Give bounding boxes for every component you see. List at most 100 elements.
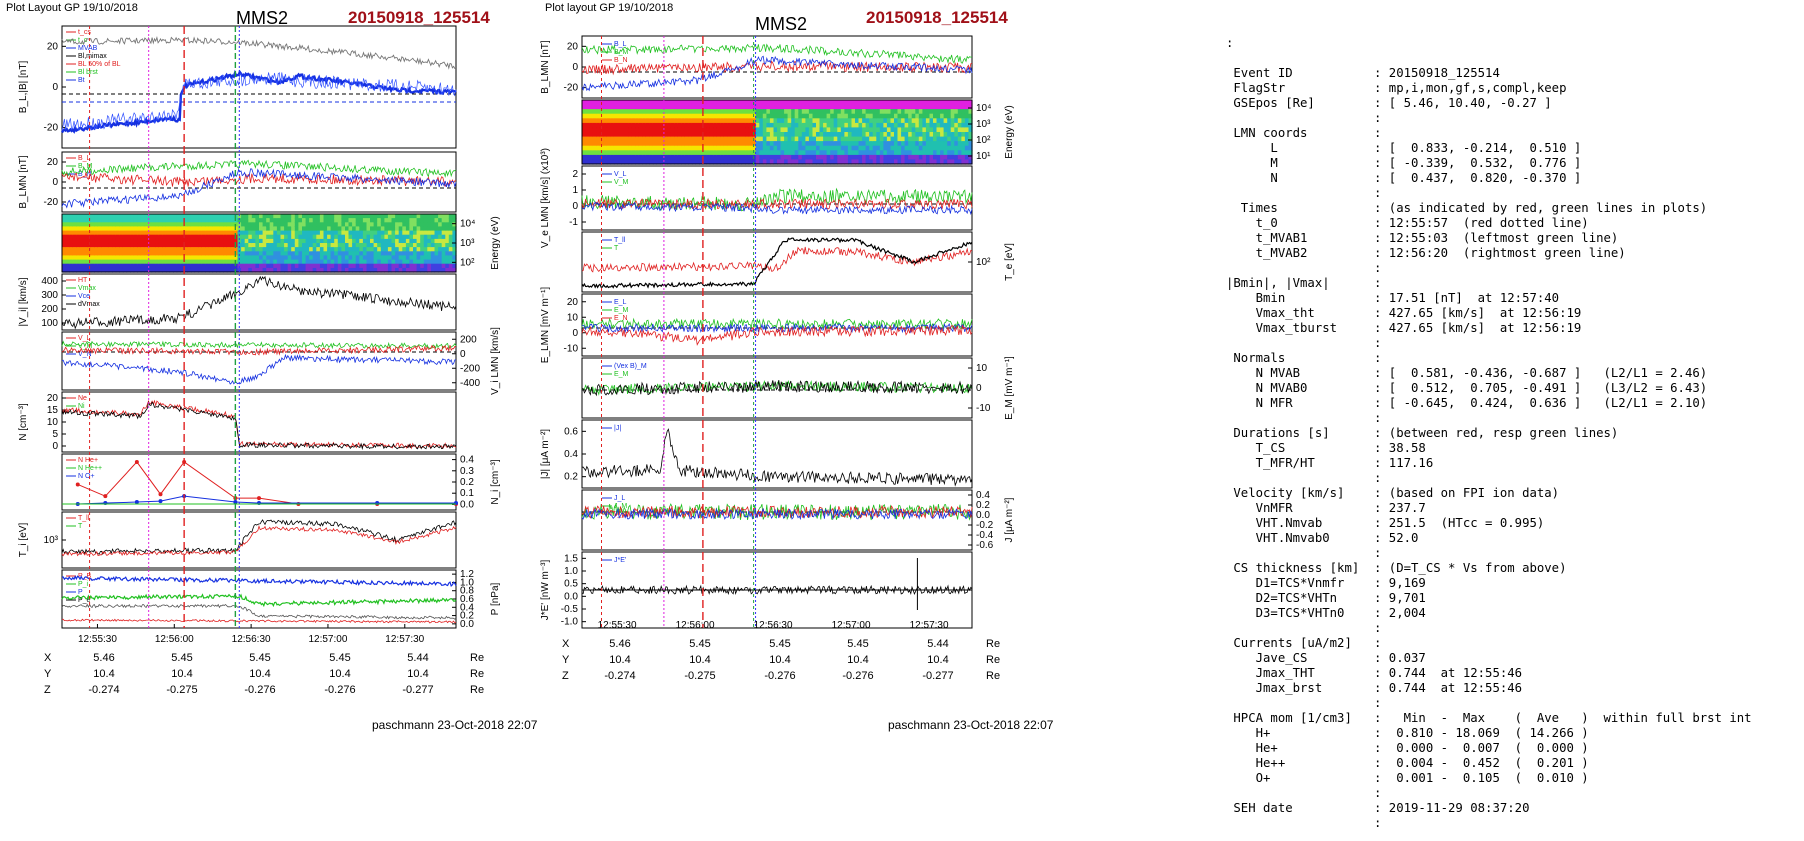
spectrogram-cell — [869, 127, 874, 133]
spectrogram-cell — [413, 214, 418, 219]
spectrogram-cell — [738, 150, 743, 156]
spectrogram-cell — [925, 154, 930, 161]
spectrogram-cell — [380, 247, 385, 252]
spectrogram-cell — [748, 113, 753, 119]
spectrogram-cell — [72, 222, 77, 227]
left-time-tick-label: 12:57:30 — [385, 634, 424, 645]
spectrogram-cell — [158, 214, 163, 219]
spectrogram-cell — [205, 243, 210, 248]
spectrogram-cell — [266, 251, 271, 256]
spectrogram-cell — [911, 113, 916, 119]
spectrogram-cell — [169, 230, 174, 236]
spectrogram-cell — [748, 136, 753, 142]
spectrogram-cell — [251, 243, 256, 248]
spectrogram-cell — [366, 238, 371, 244]
spectrogram-cell — [190, 218, 196, 223]
pi-trace — [61, 603, 457, 620]
spectrogram-cell — [87, 226, 92, 232]
spectrogram-cell — [183, 259, 188, 265]
spectrogram-cell — [638, 113, 643, 119]
mid-tick-label: 2 — [572, 169, 578, 180]
spectrogram-cell — [603, 118, 608, 124]
spectrogram-cell — [112, 234, 117, 240]
spectrogram-cell — [151, 255, 156, 261]
spectrogram-cell — [702, 132, 707, 138]
spectrogram-cell — [309, 263, 314, 269]
spectrogram-cell — [592, 136, 597, 142]
spectrogram-cell — [219, 218, 224, 223]
spectrogram-cell — [208, 255, 214, 261]
spectrogram-cell — [592, 104, 597, 110]
spectrogram-cell — [773, 104, 778, 110]
spectrogram-cell — [816, 109, 821, 115]
spectrogram-cell — [691, 113, 696, 119]
spectrogram-cell — [198, 234, 203, 240]
spectrogram-cell — [816, 100, 821, 106]
spectrogram-cell — [748, 122, 753, 129]
spectrogram-cell — [337, 230, 342, 236]
spectrogram-cell — [309, 238, 314, 244]
spectrogram-cell — [405, 222, 411, 227]
coord-cell: 10.4 — [609, 654, 631, 666]
spectrogram-cell — [723, 136, 728, 142]
spectrogram-cell — [936, 154, 941, 161]
spectrogram-cell — [723, 122, 728, 129]
summary-value: : 38.58 — [1374, 441, 1426, 455]
spectrogram-cell — [298, 214, 303, 219]
spectrogram-cell — [954, 154, 959, 161]
spectrogram-cell — [894, 132, 899, 138]
spectrogram-cell — [929, 122, 934, 129]
spectrogram-cell — [251, 267, 256, 273]
spectrogram-cell — [610, 141, 615, 147]
spectrogram-cell — [423, 255, 428, 261]
spectrogram-cell — [173, 255, 178, 261]
spectrogram-cell — [745, 118, 750, 124]
spectrogram-cell — [445, 251, 450, 256]
spectrogram-cell — [759, 141, 764, 147]
te-par-trace — [581, 246, 973, 273]
summary-row: HPCA mom [1/cm3]: Min - Max ( Ave ) with… — [1226, 711, 1751, 726]
spectrogram-cell — [752, 118, 757, 124]
spectrogram-cell — [305, 247, 310, 252]
spectrogram-cell — [269, 255, 274, 261]
spectrogram-cell — [855, 100, 860, 106]
spectrogram-cell — [90, 251, 95, 256]
spectrogram-cell — [108, 255, 113, 261]
spectrogram-cell — [943, 145, 948, 151]
spectrogram-cell — [402, 263, 407, 269]
spectrogram-cell — [894, 104, 899, 110]
spectrogram-cell — [330, 226, 335, 232]
summary-value: : (as indicated by red, green lines in p… — [1374, 201, 1708, 215]
spectrogram-cell — [642, 113, 647, 119]
spectrogram-cell — [198, 218, 203, 223]
spectrogram-cell — [377, 251, 382, 256]
mid-tick-label-right: -0.2 — [976, 520, 994, 531]
spectrogram-cell — [872, 109, 877, 115]
spectrogram-cell — [409, 259, 414, 265]
spectrogram-cell — [635, 132, 640, 138]
spectrogram-cell — [890, 145, 895, 151]
spectrogram-cell — [362, 238, 368, 244]
spectrogram-cell — [752, 100, 757, 106]
left-tick-label-right: -200 — [460, 363, 480, 374]
spectrogram-cell — [738, 100, 743, 106]
spectrogram-cell — [162, 243, 167, 248]
left-panel-frame — [61, 273, 457, 331]
spectrogram-cell — [642, 154, 647, 161]
spectrogram-cell — [416, 234, 421, 240]
left-tick-label-right: 0.8 — [460, 586, 474, 597]
spectrogram-cell — [130, 234, 135, 240]
spectrogram-cell — [373, 214, 378, 219]
spectrogram-cell — [151, 218, 156, 223]
spectrogram-cell — [316, 255, 321, 261]
spectrogram-cell — [663, 145, 668, 151]
spectrogram-cell — [652, 150, 657, 156]
spectrogram-cell — [237, 218, 242, 223]
spectrogram-cell — [858, 118, 863, 124]
spectrogram-cell — [87, 243, 92, 248]
spectrogram-cell — [219, 230, 224, 236]
spectrogram-cell — [716, 154, 721, 161]
spectrogram-cell — [259, 251, 264, 256]
spectrogram-cell — [677, 104, 682, 110]
spectrogram-cell — [305, 214, 310, 219]
